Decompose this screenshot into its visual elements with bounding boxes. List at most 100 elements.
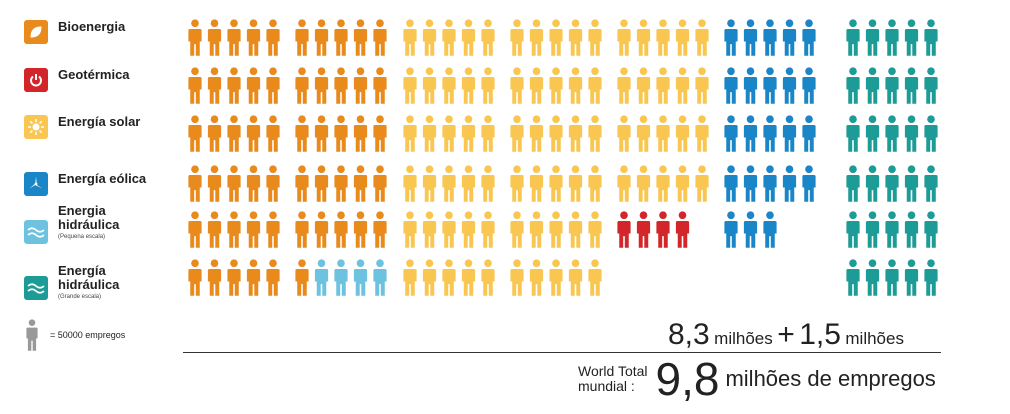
- person-figure: [334, 67, 348, 104]
- person-figure: [207, 165, 222, 202]
- person-figure: [865, 115, 880, 152]
- person-figure: [295, 259, 309, 296]
- person-figure: [568, 67, 583, 104]
- legend-item-energia-eolica: Energía eólica: [24, 172, 146, 196]
- part1-value: 8,3: [668, 318, 710, 351]
- person-figure: [314, 67, 329, 104]
- person-figure: [885, 67, 899, 104]
- person-figure: [442, 19, 456, 56]
- person-figure: [846, 259, 860, 296]
- person-figure: [924, 19, 938, 56]
- person-figure: [724, 165, 738, 202]
- person-figure: [334, 115, 348, 152]
- person-figure: [588, 259, 602, 296]
- person-figure: [442, 259, 456, 296]
- person-figure: [724, 67, 738, 104]
- person-figure: [510, 211, 524, 248]
- person-figure: [403, 211, 417, 248]
- person-figure: [188, 67, 202, 104]
- person-figure: [549, 19, 563, 56]
- person-figure: [885, 19, 899, 56]
- person-figure: [207, 67, 222, 104]
- person-figure: [353, 115, 368, 152]
- person-figure: [207, 115, 222, 152]
- person-figure: [334, 19, 348, 56]
- person-figure: [334, 165, 348, 202]
- person-figure: [403, 115, 417, 152]
- power-icon: [24, 68, 48, 92]
- person-figure: [904, 19, 919, 56]
- person-figure: [266, 67, 280, 104]
- person-figure: [802, 115, 816, 152]
- person-figure: [802, 19, 816, 56]
- person-figure: [334, 211, 348, 248]
- person-figure: [295, 115, 309, 152]
- person-figure: [422, 19, 437, 56]
- person-figure: [266, 259, 280, 296]
- person-figure: [314, 259, 329, 296]
- legend-label: Energía solar: [58, 114, 141, 129]
- leaf-icon: [24, 20, 48, 44]
- person-figure: [529, 211, 544, 248]
- divider-line: [183, 352, 941, 353]
- person-figure: [481, 115, 495, 152]
- person-figure: [924, 259, 938, 296]
- person-figure: [373, 115, 387, 152]
- world-total-label: World Total mundial :: [578, 363, 648, 394]
- person-figure: [802, 165, 816, 202]
- person-figure: [924, 115, 938, 152]
- person-figure: [481, 211, 495, 248]
- person-figure: [246, 259, 261, 296]
- person-figure: [403, 165, 417, 202]
- person-figure: [588, 115, 602, 152]
- person-figure: [763, 211, 777, 248]
- person-figure: [636, 67, 651, 104]
- person-figure: [656, 165, 670, 202]
- person-figure: [695, 165, 709, 202]
- person-figure: [763, 165, 777, 202]
- person-figure: [481, 19, 495, 56]
- total-unit: milhões de empregos: [725, 366, 936, 391]
- person-figure: [207, 19, 222, 56]
- person-figure: [743, 211, 758, 248]
- person-figure: [588, 67, 602, 104]
- person-figure: [246, 67, 261, 104]
- person-figure: [442, 211, 456, 248]
- person-figure: [295, 19, 309, 56]
- person-figure: [188, 19, 202, 56]
- legend-item-energia-solar: Energía solar: [24, 115, 140, 139]
- person-figure: [846, 165, 860, 202]
- person-figure: [743, 67, 758, 104]
- person-figure: [675, 67, 690, 104]
- person-figure: [481, 165, 495, 202]
- person-figure: [422, 165, 437, 202]
- person-figure: [314, 19, 329, 56]
- person-figure: [422, 67, 437, 104]
- person-figure: [885, 211, 899, 248]
- person-figure: [188, 211, 202, 248]
- legend-label: Geotérmica: [58, 67, 130, 82]
- person-figure: [617, 67, 631, 104]
- person-figure: [510, 19, 524, 56]
- person-figure: [510, 165, 524, 202]
- person-figure: [266, 115, 280, 152]
- legend-label: Bioenergia: [58, 19, 126, 34]
- person-figure: [314, 165, 329, 202]
- person-figure: [865, 19, 880, 56]
- person-figure: [924, 67, 938, 104]
- person-figure: [266, 211, 280, 248]
- person-figure: [885, 259, 899, 296]
- person-figure: [846, 115, 860, 152]
- person-figure: [373, 67, 387, 104]
- person-figure: [373, 165, 387, 202]
- person-figure: [885, 165, 899, 202]
- person-figure: [695, 115, 709, 152]
- person-figure: [442, 165, 456, 202]
- person-figure: [314, 115, 329, 152]
- person-figure: [568, 211, 583, 248]
- person-figure: [227, 165, 241, 202]
- person-figure: [656, 67, 670, 104]
- person-figure: [904, 165, 919, 202]
- legend-item-bioenergia: Bioenergia: [24, 20, 125, 44]
- person-figure: [656, 115, 670, 152]
